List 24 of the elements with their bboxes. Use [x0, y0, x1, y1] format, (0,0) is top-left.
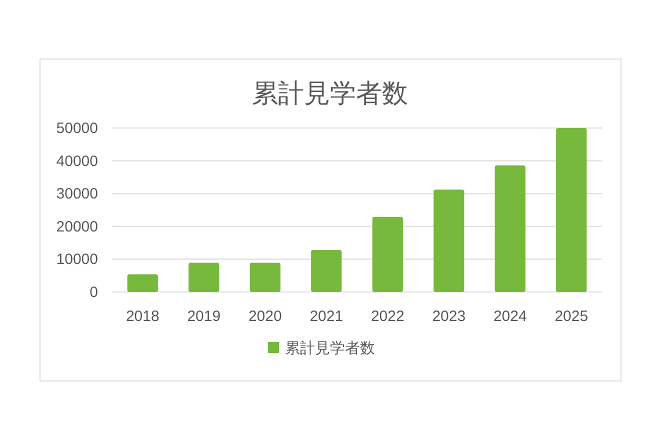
- x-tick-label: 2018: [126, 308, 160, 325]
- y-tick-label: 10000: [56, 251, 98, 268]
- x-tick-label: 2025: [554, 308, 588, 325]
- bar: [434, 190, 464, 292]
- bar: [494, 165, 526, 292]
- x-tick-label: 2021: [310, 308, 344, 325]
- bar: [250, 262, 280, 292]
- y-tick-label: 30000: [56, 186, 98, 203]
- bar: [556, 128, 587, 292]
- x-tick-label: 2023: [432, 308, 466, 325]
- bar: [311, 250, 342, 292]
- x-tick-label: 2024: [493, 308, 527, 325]
- x-tick-label: 2022: [370, 308, 404, 325]
- bar: [372, 216, 403, 292]
- y-tick-label: 40000: [56, 152, 98, 170]
- x-tick-label: 2019: [187, 308, 221, 325]
- bar: [188, 262, 220, 292]
- bar: [127, 274, 158, 292]
- y-tick-label: 50000: [56, 120, 98, 137]
- legend-label: 累計見学者数: [285, 340, 375, 357]
- y-tick-label: 20000: [56, 218, 98, 236]
- chart-title: 累計見学者数: [252, 78, 408, 108]
- x-tick-label: 2020: [248, 308, 282, 325]
- y-tick-label: 0: [90, 284, 98, 301]
